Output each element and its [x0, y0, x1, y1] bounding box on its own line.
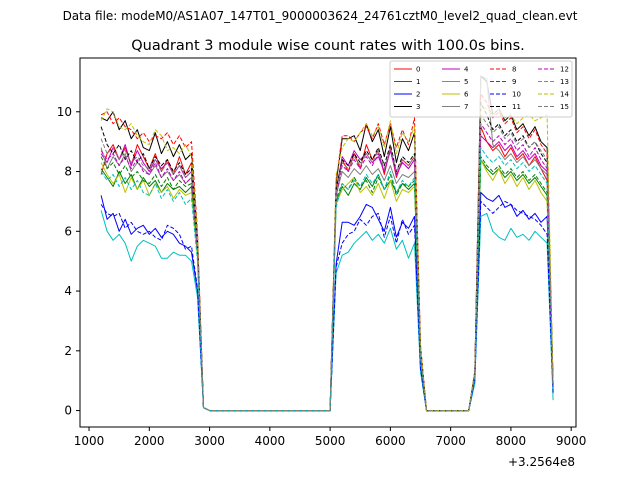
x-tick-label: 1000 — [74, 434, 105, 448]
series-line-11 — [100, 102, 554, 412]
legend-label-9: 9 — [512, 78, 516, 86]
legend-label-5: 5 — [464, 78, 468, 86]
y-tick-label: 10 — [57, 105, 72, 119]
x-tick-label: 3000 — [194, 434, 225, 448]
x-tick-label: 9000 — [556, 434, 587, 448]
y-tick-label: 8 — [64, 165, 72, 179]
y-axis: 0 2 4 6 8 10 — [57, 105, 80, 418]
legend-label-4: 4 — [464, 66, 469, 74]
legend-label-7: 7 — [464, 103, 468, 111]
y-tick-label: 4 — [64, 284, 72, 298]
legend-label-3: 3 — [416, 103, 420, 111]
legend-label-13: 13 — [560, 78, 569, 86]
series-line-15 — [100, 114, 554, 412]
x-tick-label: 5000 — [315, 434, 346, 448]
legend-label-8: 8 — [512, 66, 516, 74]
legend-label-6: 6 — [464, 91, 469, 99]
x-tick-label: 7000 — [435, 434, 466, 448]
legend-label-2: 2 — [416, 91, 420, 99]
legend-label-15: 15 — [560, 103, 569, 111]
plot-lines — [100, 75, 554, 412]
x-axis: 1000 2000 3000 4000 5000 6000 7000 8000 9000 — [74, 427, 587, 448]
legend-label-10: 10 — [512, 91, 521, 99]
figure-suptitle: Data file: modeM0/AS1A07_147T01_90000036… — [63, 9, 578, 23]
legend-label-14: 14 — [560, 91, 569, 99]
chart-title: Quadrant 3 module wise count rates with … — [131, 38, 525, 54]
x-tick-label: 8000 — [496, 434, 527, 448]
x-tick-label: 4000 — [255, 434, 286, 448]
x-tick-label: 2000 — [134, 434, 165, 448]
legend-label-12: 12 — [560, 66, 569, 74]
x-offset-label: +3.2564e8 — [508, 455, 575, 469]
y-tick-label: 0 — [64, 404, 72, 418]
legend-label-11: 11 — [512, 103, 521, 111]
y-tick-label: 2 — [64, 344, 72, 358]
legend-label-1: 1 — [416, 78, 420, 86]
series-line-9 — [100, 156, 554, 412]
legend-label-0: 0 — [416, 66, 420, 74]
axes-frame — [79, 57, 577, 428]
y-tick-label: 6 — [64, 224, 72, 238]
x-tick-label: 6000 — [375, 434, 406, 448]
legend-box — [389, 60, 573, 118]
